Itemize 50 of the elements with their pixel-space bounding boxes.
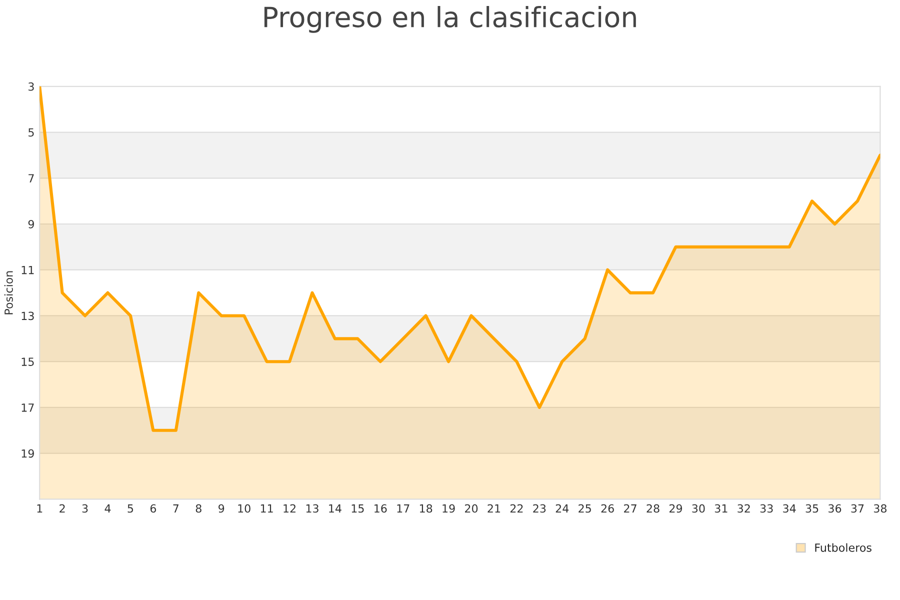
x-tick-label: 37	[851, 504, 864, 513]
x-tick-label: 27	[624, 504, 636, 513]
y-tick-label: 13	[22, 312, 34, 320]
x-tick-label: 1	[37, 504, 42, 513]
y-tick-label: 3	[28, 82, 34, 91]
y-tick-label: 5	[28, 128, 34, 137]
x-tick-label: 19	[442, 504, 455, 513]
x-tick-label: 24	[556, 504, 569, 513]
x-tick-label: 30	[692, 504, 705, 513]
x-tick-label: 32	[738, 504, 750, 513]
x-tick-label: 20	[465, 504, 478, 513]
x-tick-label: 26	[601, 504, 614, 513]
x-tick-label: 3	[82, 504, 88, 513]
y-tick-label: 7	[28, 174, 34, 182]
x-tick-label: 12	[284, 504, 296, 513]
x-tick-label: 9	[218, 504, 224, 513]
x-tick-label: 15	[352, 504, 364, 513]
x-tick-label: 31	[714, 504, 728, 513]
x-tick-label: 16	[374, 504, 387, 513]
x-tick-label: 38	[874, 504, 887, 513]
y-tick-label: 11	[22, 266, 34, 274]
x-tick-label: 11	[260, 504, 273, 513]
x-tick-label: 28	[646, 504, 660, 513]
x-tick-label: 14	[329, 504, 342, 513]
chart-title: Progreso en la clasificacion	[264, 6, 636, 33]
x-tick-label: 2	[60, 504, 65, 513]
x-tick-label: 10	[238, 504, 250, 513]
y-tick-label: 9	[28, 220, 34, 228]
x-tick-label: 29	[669, 504, 682, 513]
x-tick-label: 18	[420, 504, 432, 513]
y-tick-label: 15	[22, 358, 34, 366]
x-tick-label: 5	[128, 504, 134, 513]
x-tick-label: 34	[783, 504, 796, 513]
x-tick-label: 36	[828, 504, 842, 513]
x-tick-label: 25	[578, 504, 591, 513]
x-tick-label: 35	[806, 504, 818, 513]
x-tick-label: 22	[510, 504, 523, 513]
x-tick-label: 17	[397, 504, 410, 513]
x-tick-label: 33	[760, 504, 773, 513]
x-tick-label: 4	[104, 504, 111, 513]
y-tick-label: 17	[22, 404, 34, 412]
x-tick-label: 8	[196, 504, 202, 513]
y-axis-title: Posicion	[4, 271, 13, 314]
x-tick-label: 21	[488, 504, 500, 513]
x-tick-label: 6	[150, 504, 156, 513]
legend-label: Futboleros	[815, 543, 872, 552]
x-tick-label: 13	[306, 504, 318, 513]
x-tick-label: 23	[533, 504, 546, 513]
y-tick-label: 19	[22, 449, 34, 458]
x-tick-label: 7	[173, 504, 178, 513]
